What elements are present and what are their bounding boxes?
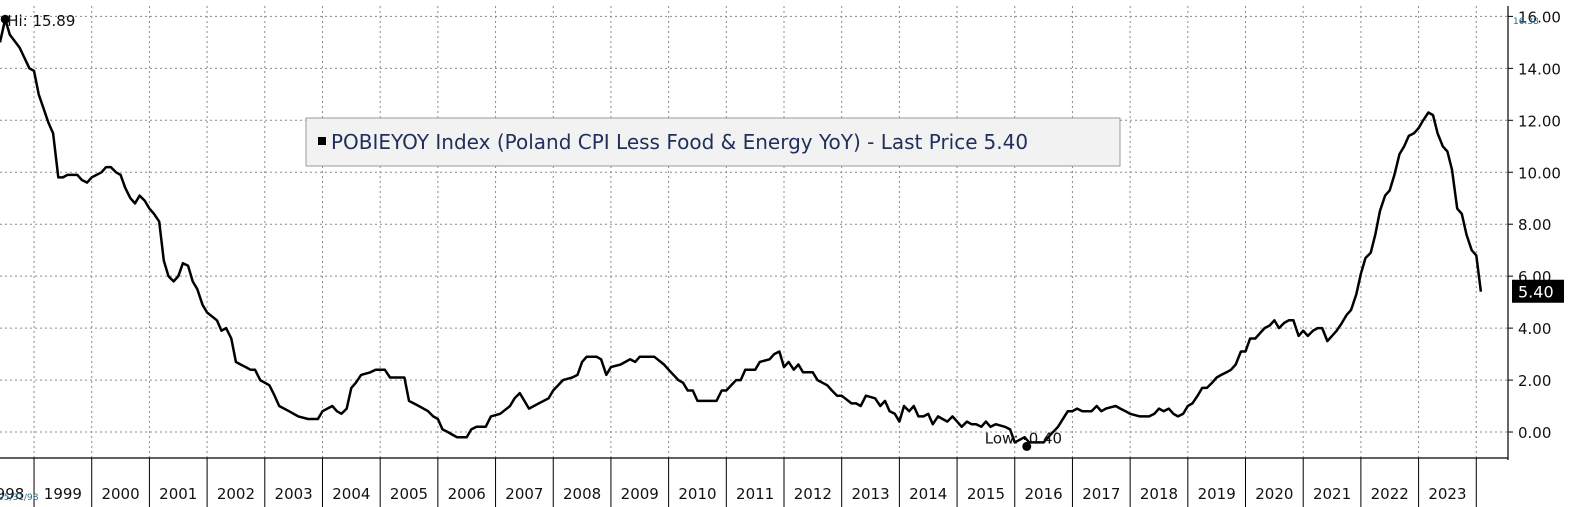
x-tick-label: 2017 xyxy=(1082,485,1120,503)
x-tick-label: 2007 xyxy=(505,485,543,503)
low-label: Low: -0.40 xyxy=(985,429,1062,447)
x-tick-label: 2021 xyxy=(1313,485,1351,503)
y-tick-label: 8.00 xyxy=(1518,216,1551,234)
y-tick-label: 4.00 xyxy=(1518,320,1551,338)
y-tick-label: 2.00 xyxy=(1518,372,1551,390)
x-tick-label: 2002 xyxy=(217,485,255,503)
x-tick-label: 2022 xyxy=(1371,485,1409,503)
x-tick-label: 2000 xyxy=(101,485,139,503)
x-tick-label: 2009 xyxy=(621,485,659,503)
legend: POBIEYOY Index (Poland CPI Less Food & E… xyxy=(305,117,1121,167)
x-tick-label: 2012 xyxy=(794,485,832,503)
x-tick-label: 1998 xyxy=(0,485,24,503)
x-tick-label: 2013 xyxy=(851,485,889,503)
high-label: Hi: 15.89 xyxy=(7,12,75,30)
x-tick-label: 2019 xyxy=(1198,485,1236,503)
x-axis-start-date: 05/31/98 xyxy=(0,493,39,503)
x-tick-label: 2014 xyxy=(909,485,947,503)
y-axis-top-value: 16.38 xyxy=(1513,17,1539,27)
x-tick-label: 2010 xyxy=(678,485,716,503)
high-marker xyxy=(0,14,10,24)
chart-grid xyxy=(0,6,1508,458)
y-tick-label: 0.00 xyxy=(1518,424,1551,442)
y-tick-label: 12.00 xyxy=(1518,112,1561,130)
x-tick-label: 2001 xyxy=(159,485,197,503)
annotations: Hi: 15.89 Low: -0.40 5.40 xyxy=(0,12,1564,451)
x-tick-label: 2004 xyxy=(332,485,370,503)
x-tick-label: 2005 xyxy=(390,485,428,503)
y-tick-label: 10.00 xyxy=(1518,164,1561,182)
x-tick-label: 2011 xyxy=(736,485,774,503)
x-tick-label: 2006 xyxy=(448,485,486,503)
series-line xyxy=(0,17,1483,444)
legend-swatch xyxy=(318,137,326,145)
chart-axes xyxy=(0,6,1509,460)
x-tick-label: 2015 xyxy=(967,485,1005,503)
y-tick-label: 14.00 xyxy=(1518,60,1561,78)
x-tick-label: 2003 xyxy=(275,485,313,503)
x-tick-label: 2018 xyxy=(1140,485,1178,503)
x-tick-label: 2023 xyxy=(1428,485,1466,503)
x-axis-ticks: 1998 1999 2000 2001 2002 2003 2004 2005 2006 2007… xyxy=(0,458,1477,507)
y-tick-label: 16.00 xyxy=(1518,8,1561,26)
x-tick-label: 2016 xyxy=(1025,485,1063,503)
legend-label: POBIEYOY Index (Poland CPI Less Food & E… xyxy=(331,130,1028,154)
last-price-value: 5.40 xyxy=(1518,283,1554,302)
low-marker xyxy=(1022,441,1032,451)
x-tick-label: 2008 xyxy=(563,485,601,503)
last-price-tag xyxy=(1512,279,1564,303)
x-tick-label: 2020 xyxy=(1255,485,1293,503)
x-tick-label: 1999 xyxy=(44,485,82,503)
